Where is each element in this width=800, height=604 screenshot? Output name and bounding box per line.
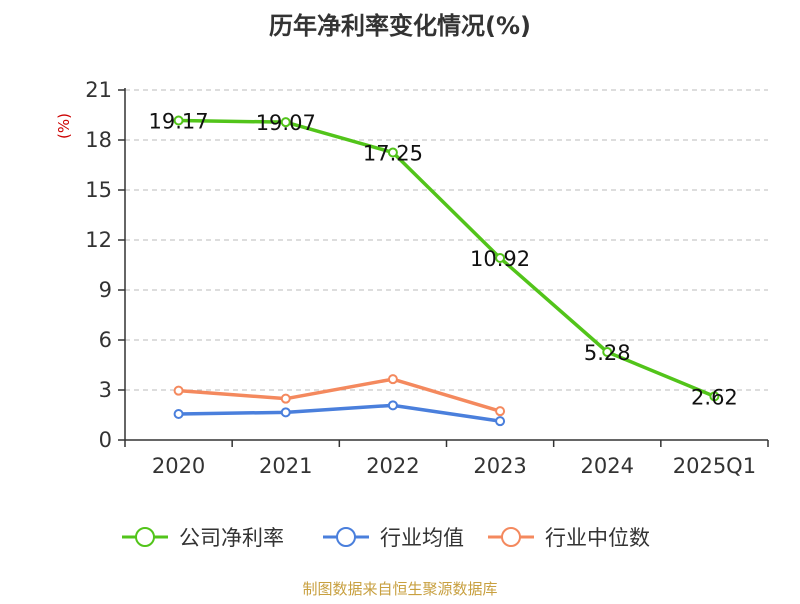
legend-label: 行业中位数 [545,526,650,550]
data-point [387,374,398,385]
data-label: 19.07 [256,111,316,135]
x-tick-label: 2024 [581,454,634,478]
grid-lines [125,89,768,391]
y-tick-label: 15 [85,178,112,202]
data-labels: 19.17 19.07 17.25 10.92 5.28 2.62 [149,110,738,410]
x-tick-label: 2023 [473,454,526,478]
data-label: 5.28 [584,341,631,365]
y-tick-label: 3 [99,378,112,402]
data-point [387,400,398,411]
data-point [173,385,184,396]
data-label: 10.92 [470,247,530,271]
x-tick-label: 2020 [152,454,205,478]
data-point [495,406,506,417]
x-tick-label: 2021 [259,454,312,478]
series-0 [173,115,720,402]
y-tick-label: 6 [99,328,112,352]
data-point [280,407,291,418]
legend-marker [135,527,155,547]
series-lines [173,115,720,427]
source-note: 制图数据来自恒生聚源数据库 [302,580,497,598]
legend-item[interactable]: 行业中位数 [488,526,650,550]
y-tick-label: 18 [85,128,112,152]
data-point [602,347,613,357]
legend-label: 公司净利率 [179,526,284,550]
data-point [173,409,184,419]
data-label: 19.17 [149,110,209,134]
series-line [178,377,501,413]
legend-item[interactable]: 行业均值 [323,526,464,550]
data-point [387,147,398,158]
y-tick-label: 12 [85,228,112,252]
legend-marker [336,527,356,547]
chart-title: 历年净利率变化情况(%) [269,12,531,40]
x-tick-label: 2022 [366,454,419,478]
data-point [495,253,506,263]
y-tick-label: 0 [99,428,112,452]
series-line [178,403,501,423]
series-line [178,118,716,398]
data-point [495,416,506,427]
y-tick-label: 9 [99,278,112,302]
legend[interactable]: 公司净利率 行业均值 行业中位数 [122,526,650,550]
data-point [173,115,184,126]
legend-marker [501,527,521,547]
data-label: 17.25 [363,142,423,166]
axes: 0 3 6 9 12 15 18 21 2020 2021 2022 2023 2024 2025Q1 (%… [55,78,769,478]
data-point [280,117,291,128]
y-tick-label: 21 [85,78,112,102]
legend-item[interactable]: 公司净利率 [122,526,284,550]
data-point [280,393,291,404]
data-point [709,391,720,402]
series-2 [173,374,506,417]
data-label: 2.62 [691,385,738,409]
x-tick-label: 2025Q1 [673,454,756,478]
legend-label: 行业均值 [380,526,464,550]
series-1 [173,400,506,427]
y-axis-label: (%) [55,113,73,139]
